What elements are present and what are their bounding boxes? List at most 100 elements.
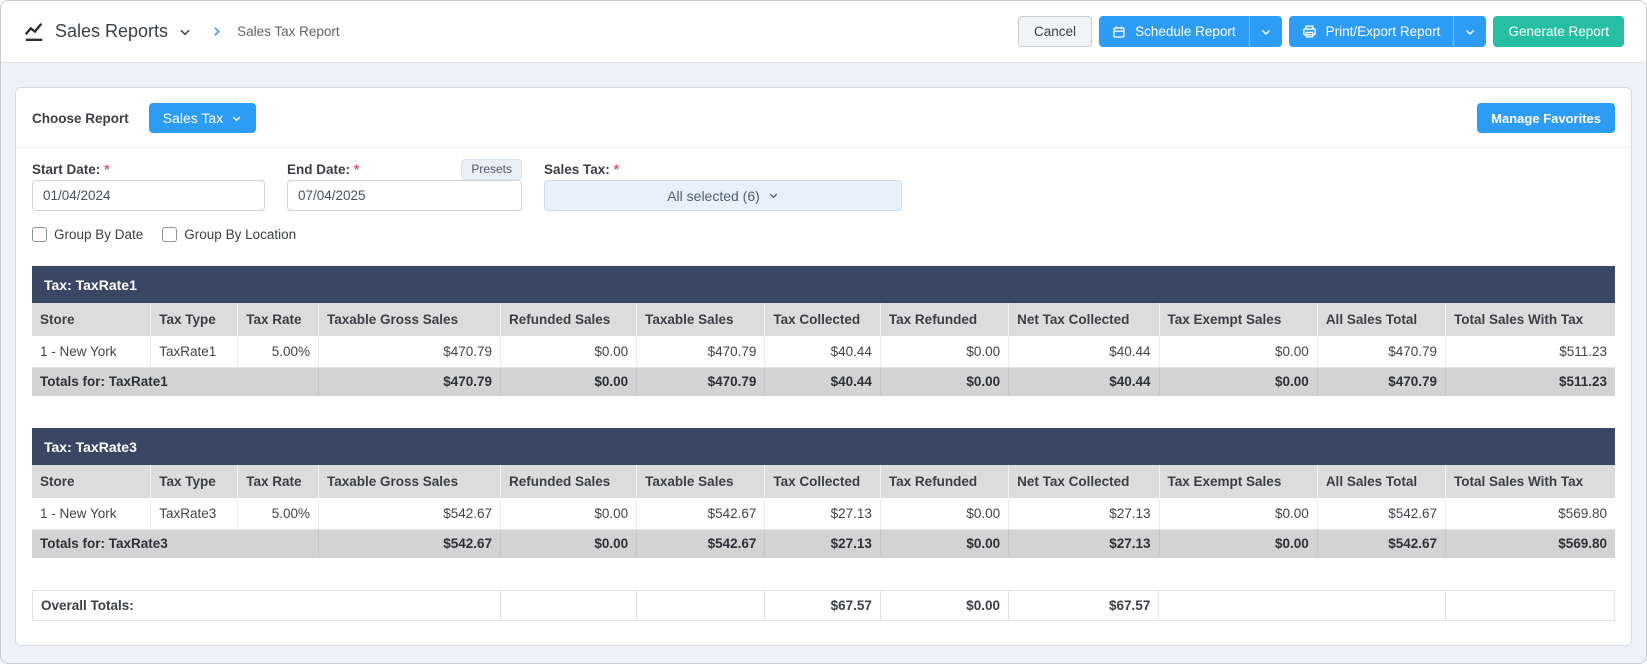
print-export-label: Print/Export Report <box>1325 24 1441 39</box>
totals-cell: $0.00 <box>879 367 1009 396</box>
table-cell: $542.67 <box>1316 498 1446 530</box>
tax-table-section-1: Tax: TaxRate1 Store Tax Type Tax Rate Taxab… <box>32 266 1615 396</box>
manage-favorites-button[interactable]: Manage Favorites <box>1477 103 1615 133</box>
group-by-date-label: Group By Date <box>54 227 144 242</box>
overall-totals-row: Overall Totals: $67.57 $0.00 $67.57 <box>31 590 1616 621</box>
chevron-down-icon <box>231 113 242 124</box>
table-title: Tax: TaxRate3 <box>32 428 1615 465</box>
column-header: Total Sales With Tax <box>1445 303 1615 336</box>
column-header: Refunded Sales <box>500 465 637 498</box>
totals-cell: $542.67 <box>1316 529 1446 558</box>
table-cell: $470.79 <box>636 336 765 368</box>
group-by-location-checkbox[interactable]: Group By Location <box>162 227 296 242</box>
header-row: Store Tax Type Tax Rate Taxable Gross Sales… <box>32 465 1615 498</box>
start-date-field: Start Date: * <box>32 156 265 211</box>
table-cell: $40.44 <box>764 336 881 368</box>
table-cell: $40.44 <box>1008 336 1160 368</box>
empty-cell <box>636 590 766 621</box>
report-card: Choose Report Sales Tax Manage Favorites… <box>15 87 1632 646</box>
totals-cell: $0.00 <box>500 367 637 396</box>
totals-cell: $542.67 <box>317 529 501 558</box>
breadcrumb-current: Sales Tax Report <box>237 24 340 39</box>
choose-report-label: Choose Report <box>32 110 129 126</box>
column-header: Tax Refunded <box>879 303 1009 336</box>
card-body: Start Date: * End Date: * Presets <box>16 148 1631 621</box>
column-header: All Sales Total <box>1316 303 1446 336</box>
generate-report-button[interactable]: Generate Report <box>1493 16 1624 47</box>
column-header: Tax Collected <box>764 303 881 336</box>
report-type-selector[interactable]: Sales Tax <box>148 103 257 133</box>
card-header: Choose Report Sales Tax Manage Favorites <box>16 88 1631 148</box>
filters-row: Start Date: * End Date: * Presets <box>32 156 1615 211</box>
table-cell: $0.00 <box>500 336 637 368</box>
sales-tax-label: Sales Tax: <box>544 161 610 177</box>
empty-cell <box>1444 590 1616 621</box>
empty-cell <box>1158 590 1446 621</box>
totals-label: Totals for: TaxRate1 <box>32 367 319 396</box>
column-header: Store <box>32 465 151 498</box>
overall-tax-refunded: $0.00 <box>879 590 1010 621</box>
totals-cell: $470.79 <box>636 367 765 396</box>
header-row: Store Tax Type Tax Rate Taxable Gross Sales… <box>32 303 1615 336</box>
column-header: Tax Rate <box>237 303 319 336</box>
schedule-report-button[interactable]: Schedule Report <box>1099 16 1249 47</box>
print-export-dropdown[interactable] <box>1453 16 1487 47</box>
start-date-label: Start Date: <box>32 161 101 177</box>
chevron-down-icon <box>1464 26 1476 38</box>
printer-icon <box>1302 24 1317 39</box>
page-title: Sales Reports <box>55 21 169 41</box>
table-cell: $0.00 <box>1158 498 1318 530</box>
end-date-input[interactable] <box>287 180 522 211</box>
topbar: Sales Reports Sales Tax Report Cancel Sc… <box>1 1 1646 63</box>
table-cell: $27.13 <box>764 498 881 530</box>
column-header: Refunded Sales <box>500 303 637 336</box>
totals-cell: $569.80 <box>1445 529 1615 558</box>
totals-cell: $0.00 <box>1158 367 1318 396</box>
table-cell: $511.23 <box>1445 336 1615 368</box>
required-asterisk: * <box>613 161 620 177</box>
column-header: Tax Rate <box>237 465 319 498</box>
table-title: Tax: TaxRate1 <box>32 266 1615 303</box>
group-by-date-checkbox[interactable]: Group By Date <box>32 227 143 242</box>
print-export-split-button: Print/Export Report <box>1288 16 1487 47</box>
breadcrumb: Sales Reports Sales Tax Report <box>23 21 340 43</box>
presets-button[interactable]: Presets <box>461 158 522 180</box>
start-date-input[interactable] <box>32 180 265 211</box>
column-header: Tax Exempt Sales <box>1158 465 1318 498</box>
table-cell: $470.79 <box>317 336 501 368</box>
table-cell: 5.00% <box>237 336 319 368</box>
tax-rate-table-2: Store Tax Type Tax Rate Taxable Gross Sales… <box>32 465 1615 558</box>
column-header: Store <box>32 303 151 336</box>
table-cell: $0.00 <box>1158 336 1318 368</box>
sales-tax-multiselect[interactable]: All selected (6) <box>544 180 902 211</box>
selected-report-label: Sales Tax <box>162 110 224 126</box>
group-by-location-label: Group By Location <box>184 227 297 242</box>
end-date-label: End Date: <box>287 161 351 177</box>
totals-label: Totals for: TaxRate3 <box>32 529 319 558</box>
table-cell: $542.67 <box>636 498 765 530</box>
group-by-row: Group By Date Group By Location <box>32 227 1615 242</box>
totals-cell: $27.13 <box>1008 529 1160 558</box>
table-cell: TaxRate1 <box>150 336 238 368</box>
chevron-down-icon[interactable] <box>178 25 192 39</box>
column-header: Net Tax Collected <box>1008 465 1160 498</box>
table-cell: $569.80 <box>1445 498 1615 530</box>
checkbox-box <box>162 227 178 242</box>
column-header: Total Sales With Tax <box>1445 465 1615 498</box>
totals-cell: $470.79 <box>317 367 501 396</box>
print-export-button[interactable]: Print/Export Report <box>1288 16 1454 47</box>
cancel-button[interactable]: Cancel <box>1018 16 1093 47</box>
tax-rate-table-1: Store Tax Type Tax Rate Taxable Gross Sales… <box>32 303 1615 396</box>
overall-tax-collected: $67.57 <box>764 590 881 621</box>
table-cell: 1 - New York <box>32 498 151 530</box>
column-header: Taxable Gross Sales <box>317 303 501 336</box>
calendar-icon <box>1112 25 1126 39</box>
schedule-report-dropdown[interactable] <box>1248 16 1282 47</box>
column-header: Taxable Sales <box>636 303 765 336</box>
overall-totals-section: Overall Totals: $67.57 $0.00 $67.57 <box>31 590 1616 621</box>
overall-totals-label: Overall Totals: <box>31 590 502 621</box>
table-row: 1 - New York TaxRate3 5.00% $542.67 $0.00 $54… <box>32 498 1615 530</box>
table-cell: $542.67 <box>317 498 501 530</box>
column-header: All Sales Total <box>1316 465 1446 498</box>
table-cell: $0.00 <box>879 498 1009 530</box>
